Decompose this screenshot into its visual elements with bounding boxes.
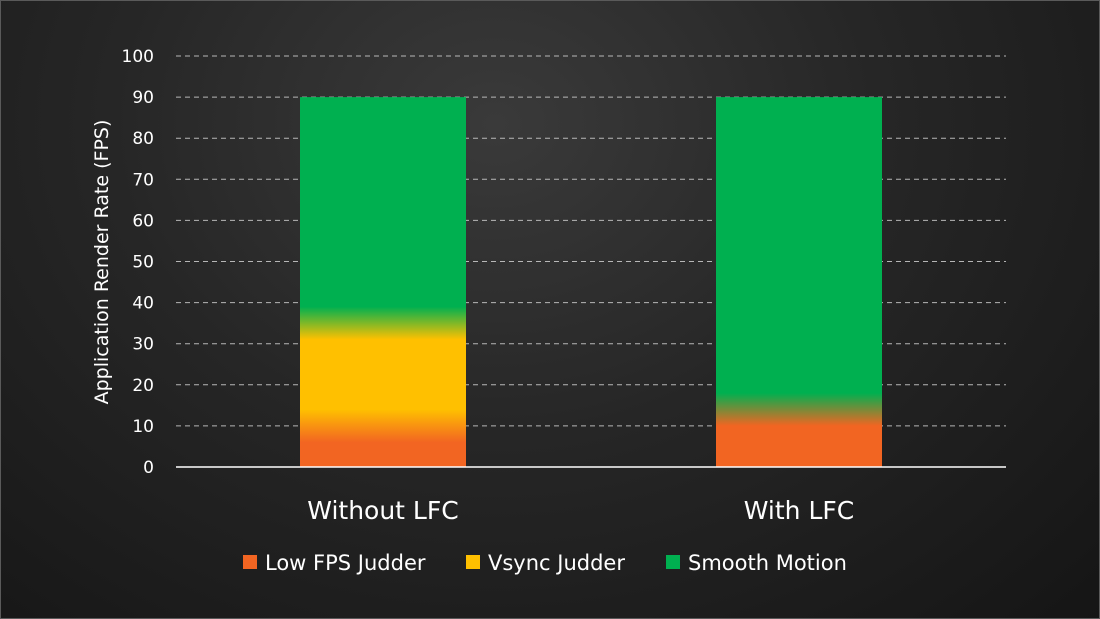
legend-item: Vsync Judder [466, 551, 625, 575]
category-label: With LFC [744, 496, 854, 525]
category-labels: Without LFC With LFC [307, 496, 854, 525]
y-axis-title: Application Render Rate (FPS) [91, 120, 113, 405]
legend-swatch [466, 555, 480, 569]
y-tick-label: 100 [122, 47, 154, 67]
y-tick-label: 10 [132, 417, 154, 437]
bar-segment-low-fps-judder [716, 409, 882, 467]
legend-swatch [243, 555, 257, 569]
y-tick-label: 50 [132, 253, 154, 273]
legend-item: Smooth Motion [666, 551, 847, 575]
y-tick-label: 30 [132, 335, 154, 355]
bar-segment-vsync-judder [300, 323, 466, 426]
y-tick-label: 80 [132, 129, 154, 149]
bar-segment-smooth-motion [716, 97, 882, 409]
y-tick-label: 60 [132, 211, 154, 231]
bars [300, 97, 882, 467]
y-tick-label: 90 [132, 88, 154, 108]
category-label: Without LFC [307, 496, 458, 525]
y-tick-label: 0 [143, 458, 154, 478]
y-tick-labels: 0 10 20 30 40 50 60 70 80 90 100 [122, 47, 154, 478]
legend: Low FPS Judder Vsync Judder Smooth Motion [243, 551, 847, 575]
bar-0 [300, 97, 466, 467]
y-tick-label: 40 [132, 294, 154, 314]
legend-item: Low FPS Judder [243, 551, 426, 575]
bar-1 [716, 97, 882, 467]
legend-label: Low FPS Judder [265, 551, 426, 575]
y-tick-label: 20 [132, 376, 154, 396]
legend-label: Vsync Judder [488, 551, 625, 575]
legend-label: Smooth Motion [688, 551, 847, 575]
y-tick-label: 70 [132, 170, 154, 190]
legend-swatch [666, 555, 680, 569]
bar-segment-low-fps-judder [300, 426, 466, 467]
bar-segment-smooth-motion [300, 97, 466, 323]
